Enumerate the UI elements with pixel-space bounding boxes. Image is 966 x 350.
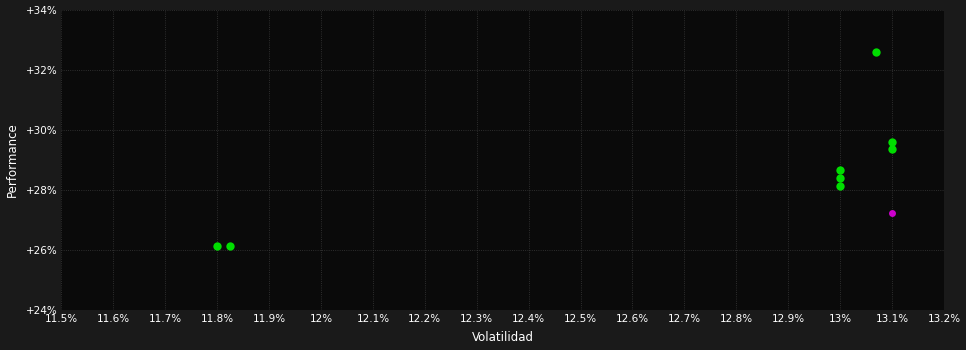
Y-axis label: Performance: Performance bbox=[6, 122, 18, 197]
X-axis label: Volatilidad: Volatilidad bbox=[471, 331, 533, 344]
